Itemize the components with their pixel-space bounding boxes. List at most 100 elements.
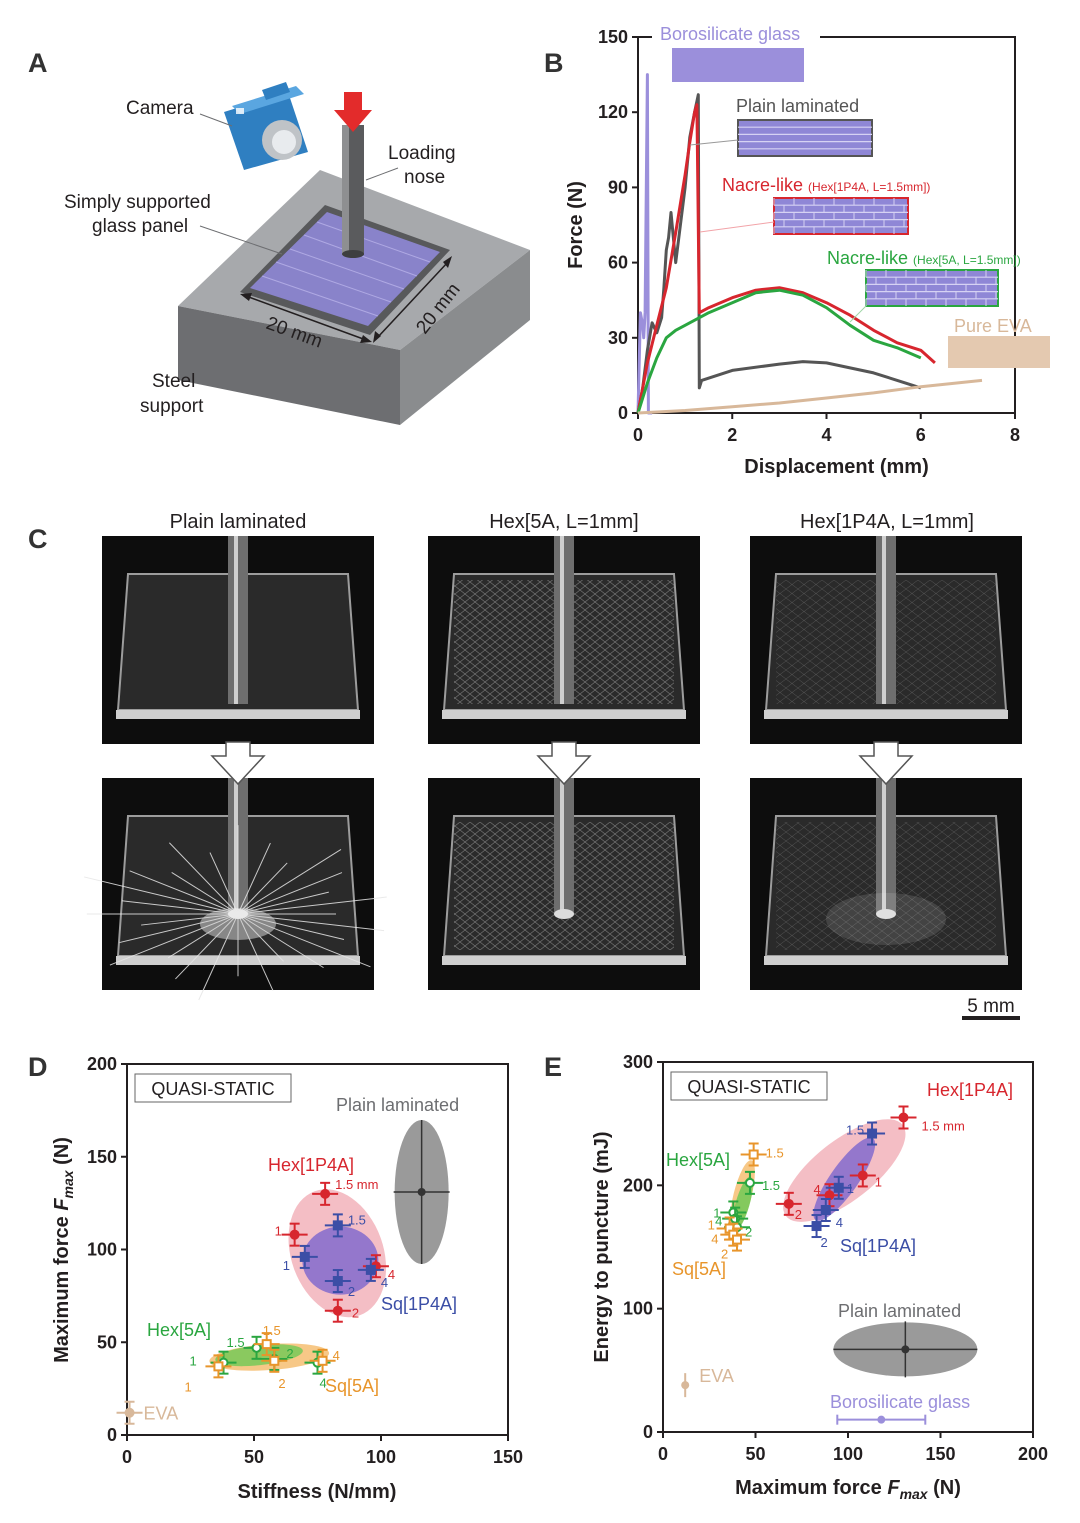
point-label: 1.5 (766, 1146, 784, 1161)
marker-circle (320, 1188, 331, 1199)
marker-square-open (748, 1149, 759, 1160)
legend-label-plain: Plain laminated (736, 96, 859, 116)
y-tick-label: 60 (608, 253, 628, 273)
marker-square (811, 1221, 822, 1232)
y-tick-label: 90 (608, 177, 628, 197)
series-line (637, 378, 983, 415)
point-label: 2 (286, 1346, 293, 1361)
data-point (724, 1227, 750, 1252)
marker-circle (857, 1170, 868, 1181)
data-point (312, 1181, 339, 1206)
x-axis-title-suffix: (N) (928, 1477, 961, 1499)
x-tick-label: 50 (244, 1447, 264, 1467)
data-point (261, 1348, 288, 1373)
panel-label-c: C (28, 524, 48, 554)
slab-bottom-edge (442, 710, 686, 719)
mode-box-label: QUASI-STATIC (151, 1079, 274, 1099)
crack-line (237, 913, 345, 940)
legend-bg (652, 22, 820, 48)
y-tick-label: 50 (97, 1332, 117, 1352)
point-label: 1 (283, 1258, 290, 1273)
data-point (825, 1175, 852, 1200)
data-point (859, 1121, 886, 1146)
crack-line (237, 913, 274, 991)
x-tick-label: 100 (366, 1447, 396, 1467)
crack-line (167, 913, 239, 959)
point-label: 4 (836, 1215, 843, 1230)
mode-box (134, 1073, 292, 1103)
point-label: 4 (711, 1232, 718, 1247)
point-label: 4 (333, 1348, 340, 1363)
crack-line (237, 862, 288, 915)
y-axis-title-prefix: Maximum force (51, 1211, 73, 1363)
steel-support-label-2: support (140, 396, 204, 417)
crack-line (237, 896, 387, 915)
series-label-hex1p4a: Hex[1P4A] (268, 1155, 354, 1175)
y-axis-title: Maximum force Fmax (N) (51, 1137, 76, 1363)
plain-specimen-swatch (737, 119, 873, 157)
data-point (309, 1348, 336, 1373)
slab-bottom-edge (442, 956, 686, 965)
panel-c-photo-grid: C Plain laminated Hex[5A, L=1mm] Hex[1P4… (0, 490, 1080, 1030)
glass-panel (250, 212, 440, 326)
point-label: 4 (320, 1376, 327, 1391)
plain-marker (901, 1345, 910, 1354)
nose-tip (876, 909, 896, 919)
y-tick-label: 0 (643, 1422, 653, 1442)
series-label-glass: Borosilicate glass (830, 1392, 970, 1412)
crack-line (141, 913, 239, 926)
crack-line (237, 848, 342, 915)
point-label: 2 (278, 1376, 285, 1391)
marker-square (833, 1182, 844, 1193)
point-label: 1.5 (762, 1178, 780, 1193)
point-label: 1.5 mm (335, 1177, 378, 1192)
series-label-sq5a: Sq[5A] (325, 1376, 379, 1396)
marker-square (867, 1128, 878, 1139)
panel-label-b: B (544, 48, 564, 78)
data-point (291, 1244, 318, 1269)
photo-title-hex5a: Hex[5A, L=1mm] (489, 511, 639, 533)
panel-b-force-displacement-chart: B 0 2 4 6 8 0 30 60 90 120 150 Displacement (mm) For… (544, 22, 1050, 478)
crack-line (175, 913, 239, 980)
point-label: 1 (190, 1354, 197, 1369)
y-tick-label: 100 (623, 1299, 653, 1319)
x-axis-title-italic: F (887, 1477, 900, 1499)
data-point (253, 1332, 280, 1357)
glass-panel-label-2: glass panel (92, 216, 188, 237)
camera-icon (224, 82, 308, 170)
point-label: 1.5 (227, 1335, 245, 1350)
point-label: 2 (721, 1247, 728, 1262)
x-tick-label: 8 (1010, 425, 1020, 445)
series-label-sq1p4a: Sq[1P4A] (381, 1294, 457, 1314)
x-tick-label: 4 (821, 425, 831, 445)
hex1p4a-specimen-swatch (773, 197, 909, 235)
series-label-hex5a: Hex[5A] (147, 1320, 211, 1340)
slab-bottom-edge (764, 710, 1008, 719)
y-tick-label: 0 (618, 403, 628, 423)
point-label: 1 (708, 1218, 715, 1233)
series-line (636, 288, 922, 414)
crack-line (237, 891, 329, 915)
marker-circle (783, 1198, 794, 1209)
point-label: 2 (352, 1306, 359, 1321)
point-label: 1.5 (846, 1123, 864, 1138)
marker-circle (898, 1112, 909, 1123)
steel-support-front (178, 306, 400, 425)
x-tick-label: 6 (916, 425, 926, 445)
legend-label-hex1p4a-detail: (Hex[1P4A, L=1.5mm]) (808, 180, 930, 194)
y-tick-label: 100 (87, 1240, 117, 1260)
x-axis-title: Stiffness (N/mm) (238, 1481, 397, 1503)
legend-label-hex5a-detail: (Hex[5A, L=1.5mm]) (913, 253, 1021, 267)
x-axis-title-sub: max (900, 1486, 929, 1502)
y-tick-label: 30 (608, 328, 628, 348)
point-label: 1 (847, 1181, 854, 1196)
crack-line (198, 913, 239, 1001)
marker-square-open (269, 1355, 280, 1366)
crack-line (171, 871, 239, 915)
nose-highlight (560, 778, 564, 914)
y-tick-label: 200 (87, 1054, 117, 1074)
point-label: 4 (814, 1182, 821, 1197)
x-tick-label: 0 (633, 425, 643, 445)
leader-line (689, 139, 739, 146)
marker-square-open (317, 1355, 328, 1366)
